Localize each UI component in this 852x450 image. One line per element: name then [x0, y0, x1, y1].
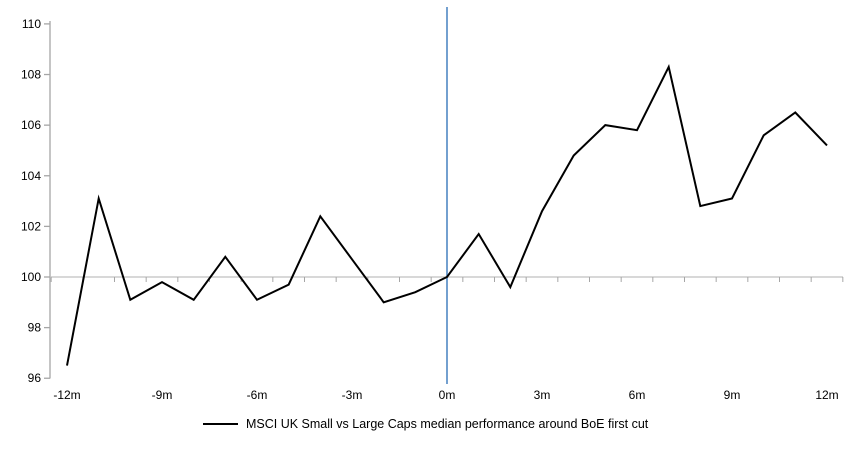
y-tick-label: 104: [21, 169, 41, 183]
y-tick-label: 98: [28, 321, 42, 335]
legend: MSCI UK Small vs Large Caps median perfo…: [203, 417, 649, 431]
legend-label: MSCI UK Small vs Large Caps median perfo…: [246, 417, 649, 431]
x-tick-label: -9m: [152, 388, 173, 402]
y-tick-label: 110: [22, 17, 41, 31]
x-tick-label: 9m: [724, 388, 741, 402]
x-tick-label: -12m: [53, 388, 80, 402]
x-axis-labels: -12m -9m -6m -3m 0m 3m 6m 9m 12m: [53, 388, 838, 402]
y-axis-labels: 96 98 100 102 104 106 108 110: [21, 17, 41, 385]
y-tick-label: 108: [21, 68, 41, 82]
x-tick-label: -3m: [342, 388, 363, 402]
x-tick-label: 0m: [439, 388, 456, 402]
series-line: [66, 63, 828, 366]
y-axis-ticks: [44, 23, 50, 379]
y-tick-label: 100: [21, 270, 41, 284]
x-tick-label: 6m: [629, 388, 646, 402]
y-tick-label: 96: [28, 371, 42, 385]
x-tick-label: 3m: [534, 388, 551, 402]
y-tick-label: 102: [21, 219, 41, 233]
y-tick-label: 106: [21, 118, 41, 132]
x-tick-label: -6m: [247, 388, 268, 402]
x-tick-label: 12m: [815, 388, 838, 402]
